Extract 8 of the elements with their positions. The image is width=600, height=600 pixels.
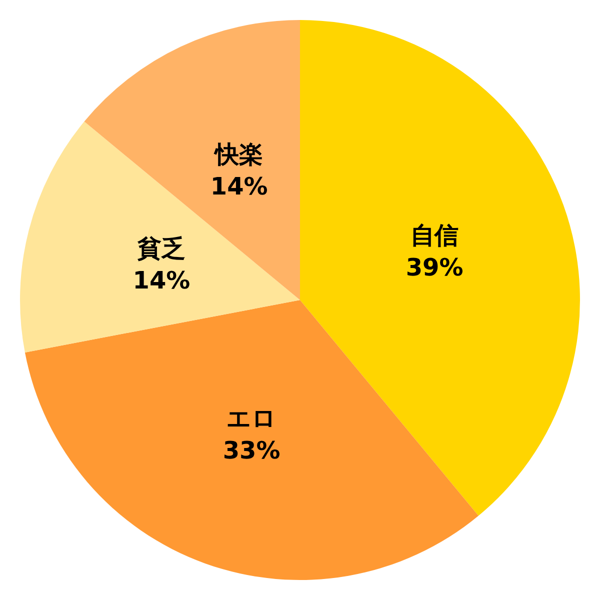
- data-label: 39%: [406, 254, 464, 282]
- data-label: 33%: [222, 436, 280, 465]
- data-label: 14%: [132, 266, 190, 294]
- slice-label: エロ: [226, 404, 277, 433]
- slice-label: 快楽: [213, 140, 264, 169]
- slice-label: 貧乏: [136, 234, 186, 262]
- data-label: 14%: [210, 172, 268, 201]
- slice-label: 自信: [410, 222, 459, 250]
